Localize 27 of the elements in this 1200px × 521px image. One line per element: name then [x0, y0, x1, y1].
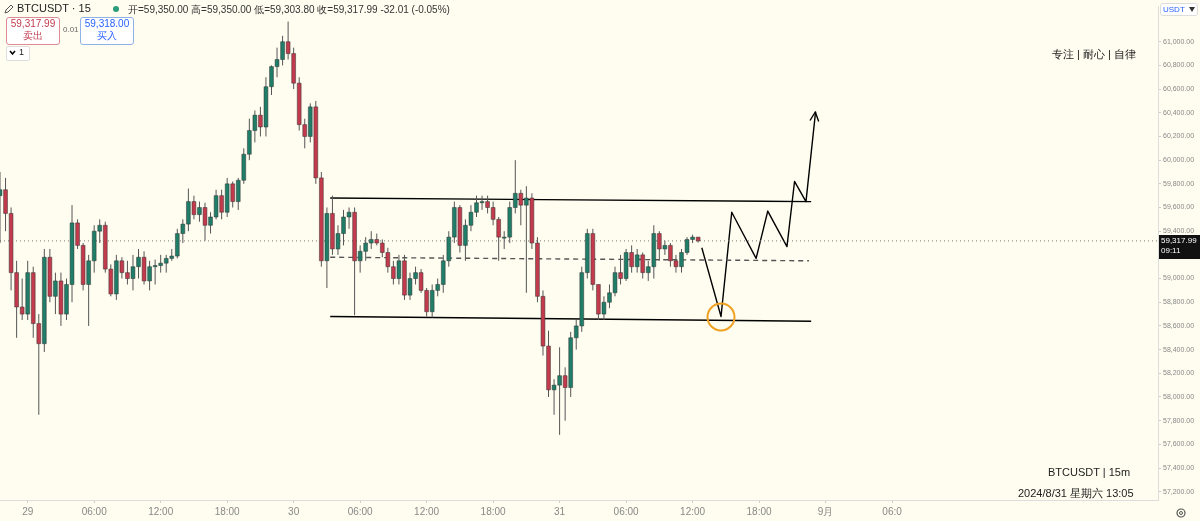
annotation: 卖出: [22, 30, 44, 42]
x-tick-label: 06:0: [882, 505, 903, 517]
x-tick-label: 18:00: [480, 505, 507, 517]
x-tick-label: 06:00: [347, 505, 374, 517]
x-tick-label: 31: [554, 505, 566, 517]
chart-title: BTCUSDT · 15: [17, 2, 91, 14]
x-tick-label: 06:00: [81, 505, 108, 517]
text: USDT: [1160, 3, 1198, 16]
annotation: 59,317.99: [9, 18, 57, 30]
x-tick-label: 30: [288, 505, 300, 517]
x-tick-label: 06:00: [613, 505, 640, 517]
annotation: 买入: [96, 30, 118, 42]
annotation: BTCUSDT | 15m: [1048, 466, 1131, 478]
x-tick-label: 18:00: [214, 505, 241, 517]
ref-line-label: 59,317.99 09:11: [1161, 236, 1198, 256]
annotation: 1: [19, 47, 25, 57]
annotation: 2024/8/31 星期六 13:05: [1018, 486, 1134, 501]
chart-subtitle: 开=59,350.00 高=59,350.00 低=59,303.80 收=59,317.99 -32.01 (-0.05%): [128, 3, 450, 17]
x-tick-label: 12:00: [414, 505, 440, 517]
annotation: 专注 | 耐心 | 自律: [1052, 47, 1136, 62]
x-tick-label: 12:00: [148, 505, 174, 517]
annotation: 0.01: [63, 25, 79, 34]
annotation: 59,318.00: [83, 18, 131, 30]
x-tick-label: 29: [22, 505, 34, 517]
x-tick-label: 18:00: [746, 505, 773, 517]
x-tick-label: 12:00: [680, 505, 706, 517]
x-tick-label: 9月: [817, 505, 834, 517]
